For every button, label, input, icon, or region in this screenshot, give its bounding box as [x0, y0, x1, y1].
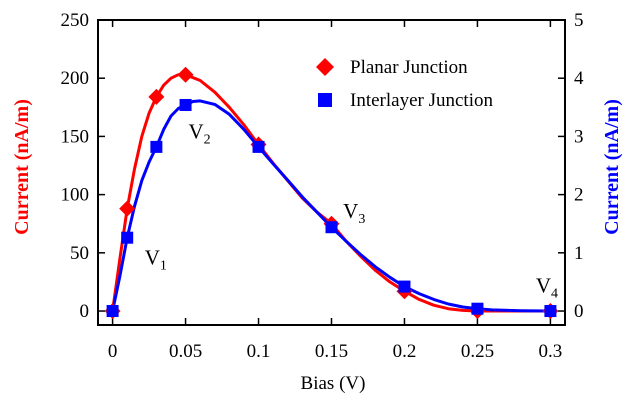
data-point [398, 280, 411, 293]
legend-marker [318, 93, 332, 107]
x-tick-label: 0.1 [247, 341, 271, 362]
data-point [179, 98, 192, 111]
data-point [119, 200, 136, 217]
data-point [121, 231, 134, 244]
data-point [177, 66, 194, 83]
legend-label: Planar Junction [350, 57, 468, 78]
y-right-tick-label: 0 [574, 301, 584, 322]
data-point [106, 305, 119, 318]
x-tick-label: 0.15 [315, 341, 348, 362]
x-tick-label: 0.2 [393, 341, 417, 362]
ticks: 0 0.05 0.1 0.15 0.2 0.25 0.3 0 50 100 150 200 250 0 1 2… [61, 10, 585, 362]
y-right-tick-label: 1 [574, 243, 584, 264]
voltage-label: V1 [145, 245, 167, 273]
data-point [150, 140, 163, 153]
voltage-label: V3 [343, 199, 365, 227]
right-y-axis-title: Current (nA/m) [601, 99, 623, 235]
y-left-tick-label: 250 [61, 10, 90, 31]
y-right-tick-label: 5 [574, 10, 584, 31]
y-left-tick-label: 0 [80, 301, 90, 322]
markers [104, 66, 559, 320]
x-tick-label: 0 [108, 341, 118, 362]
x-axis-title: Bias (V) [301, 373, 366, 394]
y-left-tick-label: 50 [70, 243, 89, 264]
y-left-tick-label: 200 [61, 68, 90, 89]
data-point [544, 305, 557, 318]
voltage-label: V4 [536, 273, 558, 301]
data-point [252, 140, 265, 153]
y-right-tick-label: 3 [574, 126, 584, 147]
y-right-tick-label: 2 [574, 185, 584, 206]
x-tick-label: 0.3 [539, 341, 563, 362]
legend-label: Interlayer Junction [350, 90, 493, 111]
data-point [325, 221, 338, 234]
y-right-tick-label: 4 [574, 68, 584, 89]
left-y-axis-title: Current (nA/m) [11, 99, 33, 235]
legend: Planar Junction Interlayer Junction [316, 57, 493, 111]
series-line [111, 99, 552, 313]
data-point [471, 302, 484, 315]
annotations: V1 V2 V3 V4 [145, 120, 558, 302]
data-point [148, 88, 165, 105]
y-left-tick-label: 150 [61, 126, 90, 147]
y-left-tick-label: 100 [61, 185, 90, 206]
x-tick-label: 0.25 [461, 341, 494, 362]
voltage-label: V2 [188, 120, 210, 148]
x-tick-label: 0.05 [169, 341, 202, 362]
legend-marker [316, 58, 334, 76]
